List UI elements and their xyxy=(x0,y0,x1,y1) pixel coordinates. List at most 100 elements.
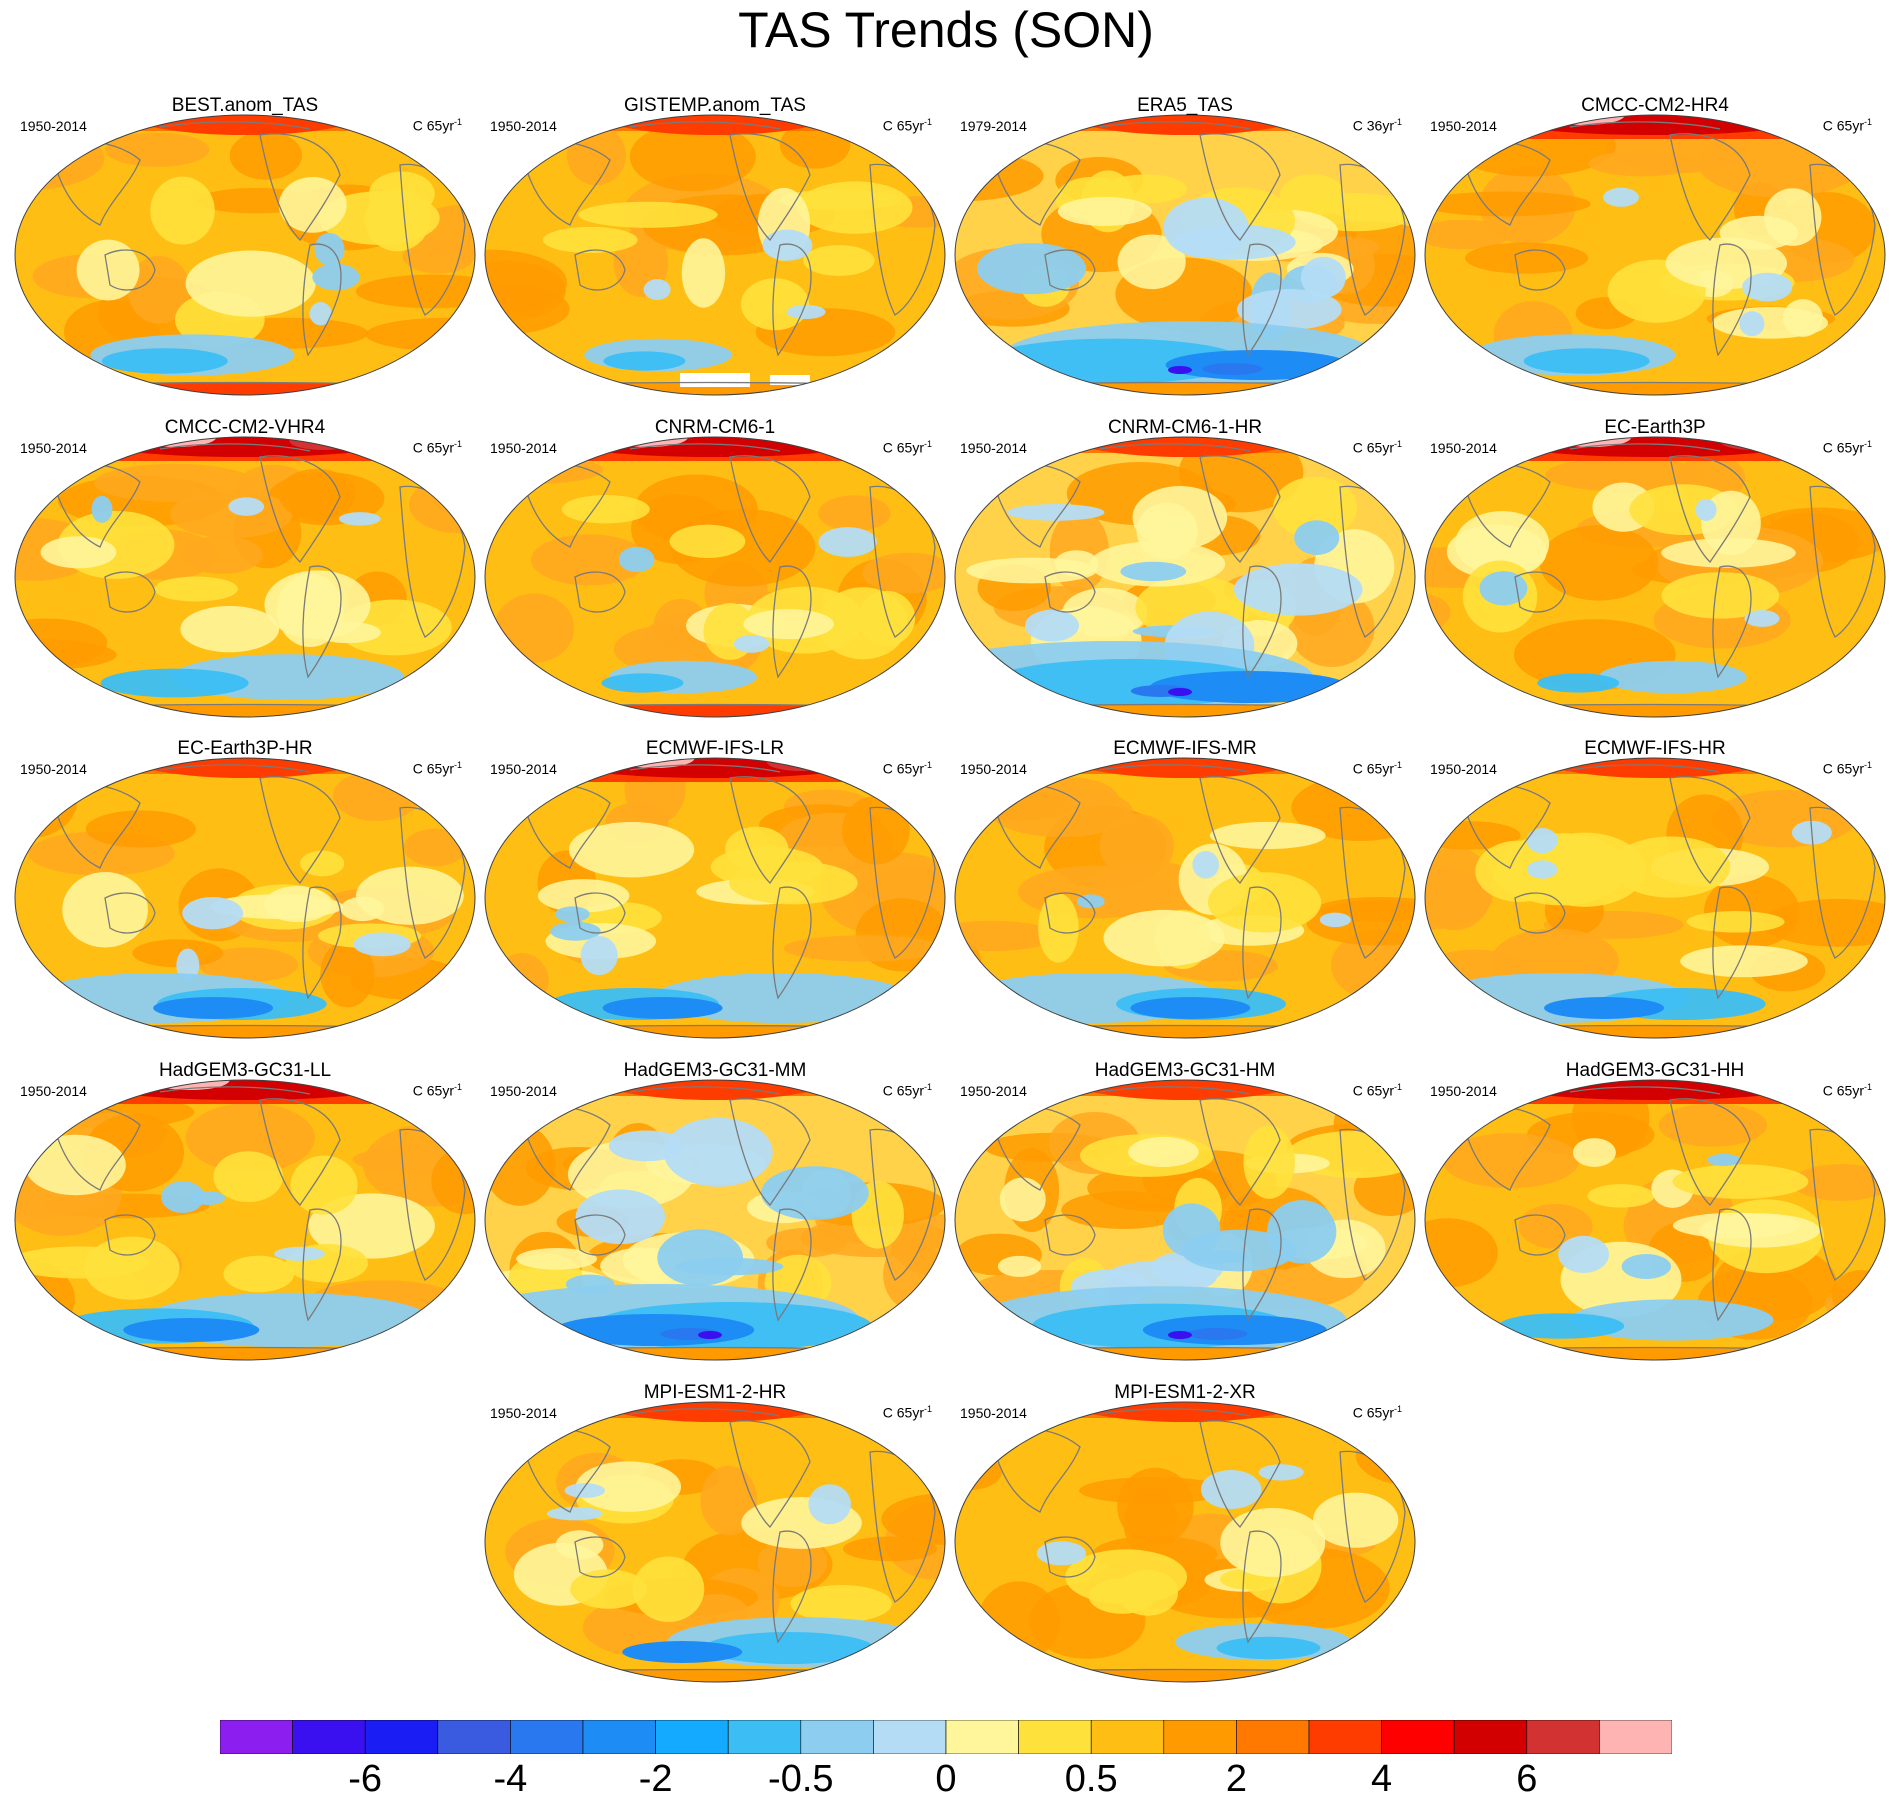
colorbar-segment xyxy=(292,1720,366,1754)
globe-map xyxy=(484,114,946,396)
units-exponent: -1 xyxy=(1863,439,1872,449)
units-text: C 65yr xyxy=(882,760,924,777)
panel-title: CMCC-CM2-VHR4 xyxy=(164,417,326,438)
colorbar-tick-label: -0.5 xyxy=(768,1758,834,1800)
units-exponent: -1 xyxy=(923,1404,932,1414)
map-panel: CNRM-CM6-1 1950-2014 C 65yr-1 xyxy=(480,417,950,727)
units-label: C 65yr-1 xyxy=(1823,1078,1872,1100)
units-text: C 65yr xyxy=(412,117,454,134)
units-exponent: -1 xyxy=(453,760,462,770)
colorbar-segment xyxy=(945,1720,1019,1754)
panel-title: ERA5_TAS xyxy=(1137,95,1233,116)
colorbar-segment xyxy=(1090,1720,1165,1754)
period-label: 1950-2014 xyxy=(490,1405,557,1421)
units-text: C 65yr xyxy=(1352,439,1394,456)
units-label: C 65yr-1 xyxy=(1353,1400,1402,1422)
map-panel: HadGEM3-GC31-LL 1950-2014 C 65yr-1 xyxy=(10,1060,480,1370)
units-label: C 65yr-1 xyxy=(1353,435,1402,457)
units-label: C 65yr-1 xyxy=(1353,1078,1402,1100)
units-exponent: -1 xyxy=(453,439,462,449)
colorbar-segment xyxy=(364,1720,439,1754)
units-label: C 65yr-1 xyxy=(883,435,932,457)
period-label: 1979-2014 xyxy=(960,118,1027,134)
units-label: C 65yr-1 xyxy=(413,756,462,778)
globe-map xyxy=(484,1401,946,1683)
map-panel: HadGEM3-GC31-MM 1950-2014 C 65yr-1 xyxy=(480,1060,950,1370)
units-exponent: -1 xyxy=(1393,1404,1402,1414)
panel-title: CNRM-CM6-1-HR xyxy=(1107,417,1263,438)
panel-title: HadGEM3-GC31-HM xyxy=(1094,1060,1276,1081)
globe-map xyxy=(954,436,1416,718)
map-panel: ECMWF-IFS-LR 1950-2014 C 65yr-1 xyxy=(480,738,950,1048)
map-panel: EC-Earth3P 1950-2014 C 65yr-1 xyxy=(1420,417,1890,727)
panel-title: GISTEMP.anom_TAS xyxy=(624,95,806,116)
period-label: 1950-2014 xyxy=(960,761,1027,777)
colorbar-segment xyxy=(727,1720,802,1754)
period-label: 1950-2014 xyxy=(1430,1083,1497,1099)
units-label: C 65yr-1 xyxy=(413,1078,462,1100)
panel-title: CMCC-CM2-HR4 xyxy=(1581,95,1729,116)
period-label: 1950-2014 xyxy=(960,1083,1027,1099)
globe-map xyxy=(484,436,946,718)
colorbar-segment xyxy=(582,1720,656,1754)
units-exponent: -1 xyxy=(923,439,932,449)
map-panel: HadGEM3-GC31-HH 1950-2014 C 65yr-1 xyxy=(1420,1060,1890,1370)
map-panel: HadGEM3-GC31-HM 1950-2014 C 65yr-1 xyxy=(950,1060,1420,1370)
period-label: 1950-2014 xyxy=(490,761,557,777)
colorbar-segment xyxy=(437,1720,511,1754)
units-text: C 65yr xyxy=(1352,1082,1394,1099)
globe-map xyxy=(14,114,476,396)
globe-map xyxy=(1424,114,1886,396)
panel-title: MPI-ESM1-2-XR xyxy=(1114,1382,1256,1403)
globe-map xyxy=(484,757,946,1039)
colorbar-tick-label: 6 xyxy=(1516,1758,1538,1800)
units-text: C 65yr xyxy=(882,1404,924,1421)
colorbar-segment xyxy=(1308,1720,1382,1754)
colorbar-tick-label: 0.5 xyxy=(1064,1758,1118,1800)
map-panel: BEST.anom_TAS 1950-2014 C 65yr-1 xyxy=(10,95,480,405)
globe-map xyxy=(1424,757,1886,1039)
units-text: C 65yr xyxy=(1822,760,1864,777)
map-panel: EC-Earth3P-HR 1950-2014 C 65yr-1 xyxy=(10,738,480,1048)
map-panel: ECMWF-IFS-MR 1950-2014 C 65yr-1 xyxy=(950,738,1420,1048)
panel-title: EC-Earth3P-HR xyxy=(177,738,313,759)
units-label: C 65yr-1 xyxy=(1823,113,1872,135)
colorbar-tick-label: -6 xyxy=(348,1758,383,1800)
units-text: C 65yr xyxy=(1352,1404,1394,1421)
panel-title: MPI-ESM1-2-HR xyxy=(643,1382,787,1403)
panel-title: ECMWF-IFS-MR xyxy=(1113,738,1257,759)
map-panel: MPI-ESM1-2-HR 1950-2014 C 65yr-1 xyxy=(480,1382,950,1692)
units-exponent: -1 xyxy=(453,1082,462,1092)
colorbar-segment xyxy=(220,1720,293,1754)
map-panel: GISTEMP.anom_TAS 1950-2014 C 65yr-1 xyxy=(480,95,950,405)
units-label: C 65yr-1 xyxy=(883,756,932,778)
units-text: C 65yr xyxy=(882,439,924,456)
units-label: C 65yr-1 xyxy=(1823,756,1872,778)
units-text: C 65yr xyxy=(882,117,924,134)
page-title: TAS Trends (SON) xyxy=(738,2,1154,58)
colorbar-tick-label: 0 xyxy=(935,1758,957,1800)
colorbar-segment xyxy=(1236,1720,1310,1754)
colorbar-segment xyxy=(1163,1720,1237,1754)
map-panel: ECMWF-IFS-HR 1950-2014 C 65yr-1 xyxy=(1420,738,1890,1048)
units-exponent: -1 xyxy=(923,760,932,770)
colorbar-tick-label: -2 xyxy=(638,1758,673,1800)
globe-map xyxy=(954,1079,1416,1361)
units-text: C 65yr xyxy=(882,1082,924,1099)
units-text: C 65yr xyxy=(412,760,454,777)
colorbar-segment xyxy=(873,1720,947,1754)
period-label: 1950-2014 xyxy=(1430,761,1497,777)
map-panel: ERA5_TAS 1979-2014 C 36yr-1 xyxy=(950,95,1420,405)
colorbar xyxy=(220,1720,1672,1754)
panel-title: ECMWF-IFS-HR xyxy=(1584,738,1726,759)
colorbar-tick-label: 2 xyxy=(1225,1758,1247,1800)
units-exponent: -1 xyxy=(1863,117,1872,127)
units-text: C 36yr xyxy=(1352,117,1394,134)
map-panel: CMCC-CM2-VHR4 1950-2014 C 65yr-1 xyxy=(10,417,480,727)
period-label: 1950-2014 xyxy=(490,118,557,134)
units-exponent: -1 xyxy=(1393,1082,1402,1092)
globe-map xyxy=(1424,436,1886,718)
globe-map xyxy=(14,1079,476,1361)
colorbar-segment xyxy=(1018,1720,1092,1754)
units-exponent: -1 xyxy=(453,117,462,127)
